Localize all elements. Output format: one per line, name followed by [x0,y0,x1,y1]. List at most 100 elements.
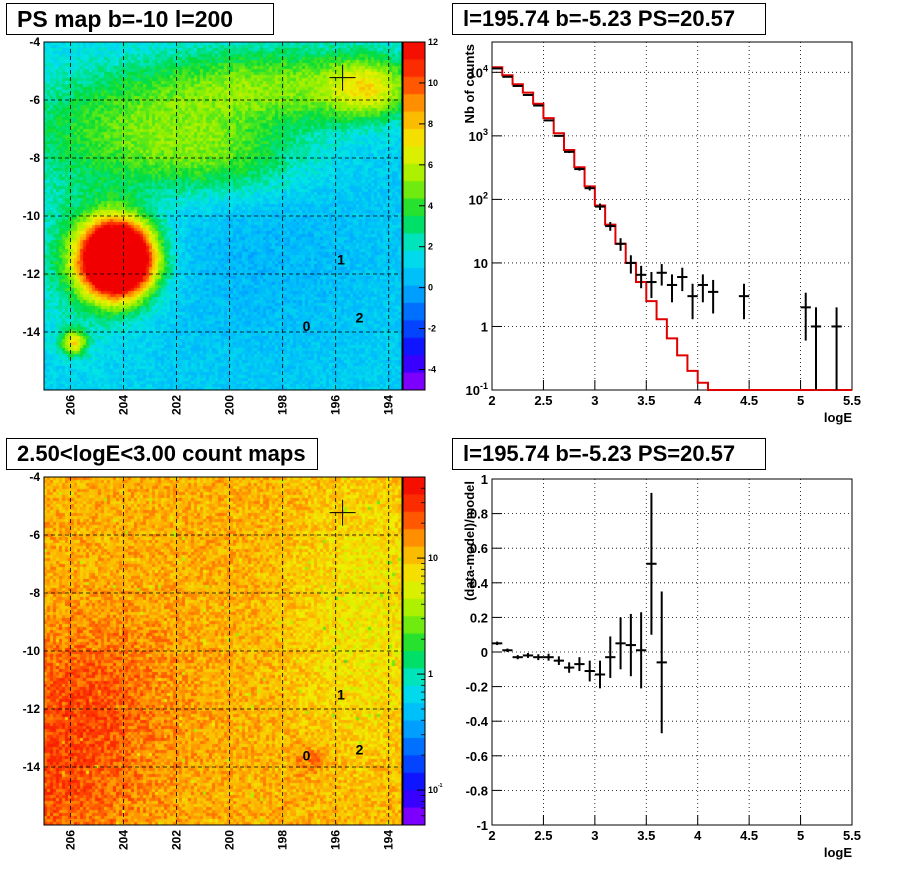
residual-point [605,636,616,678]
residual-point [564,662,575,673]
residual-point [594,660,606,689]
count-map-colorbar [403,477,425,825]
spectrum-x-tick-label: 2 [488,393,495,408]
spectrum-x-tick-label: 2.5 [534,393,552,408]
residual-y-label: (data-model)/model [462,481,477,601]
spectrum-chart: 2 2.5 3 3.5 4 4.5 5 5.5 10-1 1 10 102 103 104 logE Nb o… [462,41,861,425]
residual-x-tick-label: 3.5 [637,828,655,843]
map-y-tick-label: -14 [23,760,41,774]
spectrum-y-label: Nb of counts [462,44,477,123]
residual-point [492,641,503,646]
spectrum-title: l=195.74 b=-5.23 PS=20.57 [452,3,766,35]
residual-y-tick-label: 1 [481,472,488,487]
map-y-tick-label: -12 [23,267,41,281]
data-point [810,307,822,390]
colorbar-tick-label: -4 [428,365,436,375]
map-x-tick-label: 204 [117,830,131,850]
map-y-tick-label: -4 [29,35,40,49]
ps-map-colorbar [403,42,425,390]
residual-point [636,612,647,689]
spectrum-x-tick-label: 3.5 [637,393,655,408]
map-y-tick-label: -6 [29,528,40,542]
residual-y-tick-label: 0.4 [470,576,489,591]
colorbar-tick-label: 10 [428,553,438,563]
source-label: 0 [303,318,311,334]
residual-point [502,648,513,652]
spectrum-x-tick-label: 5 [797,393,804,408]
map-x-tick-label: 200 [223,395,237,415]
data-point [512,84,523,87]
residual-point [584,660,595,682]
colorbar-frame [402,476,426,826]
map-x-tick-label: 196 [329,395,343,415]
colorbar-tick-label: 4 [428,201,433,211]
map-y-tick-label: -10 [23,644,41,658]
map-y-tick-label: -8 [29,586,40,600]
data-point [656,264,667,286]
colorbar-tick-label: 10 [428,78,438,88]
source-label: 2 [356,742,364,758]
count-maps-title: 2.50<logE<3.00 count maps [6,438,318,470]
data-point [615,238,626,251]
map-x-tick-label: 198 [276,830,290,850]
colorbar-tick-label: 0 [428,283,433,293]
residual-x-tick-label: 2.5 [534,828,552,843]
data-point [605,222,616,231]
data-point [677,267,688,292]
map-y-tick-label: -14 [23,325,41,339]
map-y-tick-label: -4 [29,470,40,484]
ps-map-title: PS map b=-10 l=200 [6,3,274,35]
residual-y-tick-label: -0.8 [466,783,488,798]
colorbar-tick-label: 12 [428,37,438,47]
spectrum-x-tick-label: 4.5 [740,393,758,408]
count-map-overlay: 206 204 202 200 198 196 194 -4 -6 -8 -10 -12 -14 0 1 2 1… [23,470,443,850]
residual-y-tick-label: -0.4 [466,714,489,729]
map-x-tick-label: 196 [329,830,343,850]
residual-y-tick-label: 0.2 [470,610,488,625]
residual-point [512,655,523,660]
residual-x-tick-label: 3 [591,828,598,843]
data-point [584,186,595,191]
data-point [553,134,564,137]
map-y-tick-label: -10 [23,209,41,223]
data-point [522,93,534,96]
model-step-line [492,66,852,391]
residual-chart: 2 2.5 3 3.5 4 4.5 5 5.5 1 0.8 0.6 0.4 0.2 0 -0.2 -0.4 -0… [462,472,861,860]
colorbar-tick-label: 8 [428,119,433,129]
residual-point [646,492,657,635]
spectrum-x-tick-label: 4 [694,393,702,408]
spectrum-y-tick-label: 10 [474,256,488,271]
spectrum-x-tick-label: 5.5 [843,393,861,408]
colorbar-tick-label: 10-1 [428,783,443,795]
source-label: 1 [337,252,345,268]
ps-map-overlay: 206 204 202 200 198 196 194-4-6-8-10-12-14 0121… [23,35,438,415]
map-x-tick-label: 206 [64,830,78,850]
map-x-tick-label: 198 [276,395,290,415]
map-x-tick-label: 200 [223,830,237,850]
map-y-tick-label: -8 [29,151,40,165]
residual-point [615,617,626,670]
data-point [666,274,678,303]
residual-y-tick-label: 0.6 [470,541,488,556]
residual-point [522,653,534,658]
data-point [543,119,554,122]
map-x-tick-label: 202 [170,830,184,850]
spectrum-y-tick-label: 1 [481,319,488,334]
map-x-tick-label: 204 [117,395,131,415]
residual-point [656,591,667,734]
spectrum-y-tick-label: 10-1 [466,381,488,398]
spectrum-y-tick-label: 104 [469,63,488,80]
data-point [594,203,606,211]
data-point [625,255,636,274]
residual-y-tick-label: 0.8 [470,507,488,522]
residual-y-tick-label: -1 [476,818,488,833]
residual-x-tick-label: 4.5 [740,828,758,843]
map-x-tick-label: 194 [382,395,396,415]
residual-y-tick-label: 0 [481,645,488,660]
map-y-tick-label: -6 [29,93,40,107]
residual-point [533,654,544,661]
data-point [708,279,719,314]
colorbar-frame [402,41,426,391]
data-point [636,265,647,289]
